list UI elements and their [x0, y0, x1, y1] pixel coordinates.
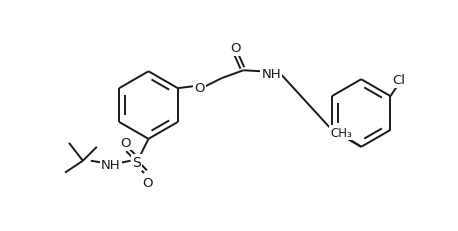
Text: O: O [142, 176, 153, 189]
Text: Cl: Cl [392, 74, 405, 87]
Text: NH: NH [262, 68, 281, 81]
Text: CH₃: CH₃ [331, 126, 352, 139]
Text: O: O [194, 82, 205, 95]
Text: O: O [120, 136, 131, 149]
Text: NH: NH [101, 158, 120, 171]
Text: O: O [230, 42, 240, 55]
Text: S: S [132, 155, 141, 170]
